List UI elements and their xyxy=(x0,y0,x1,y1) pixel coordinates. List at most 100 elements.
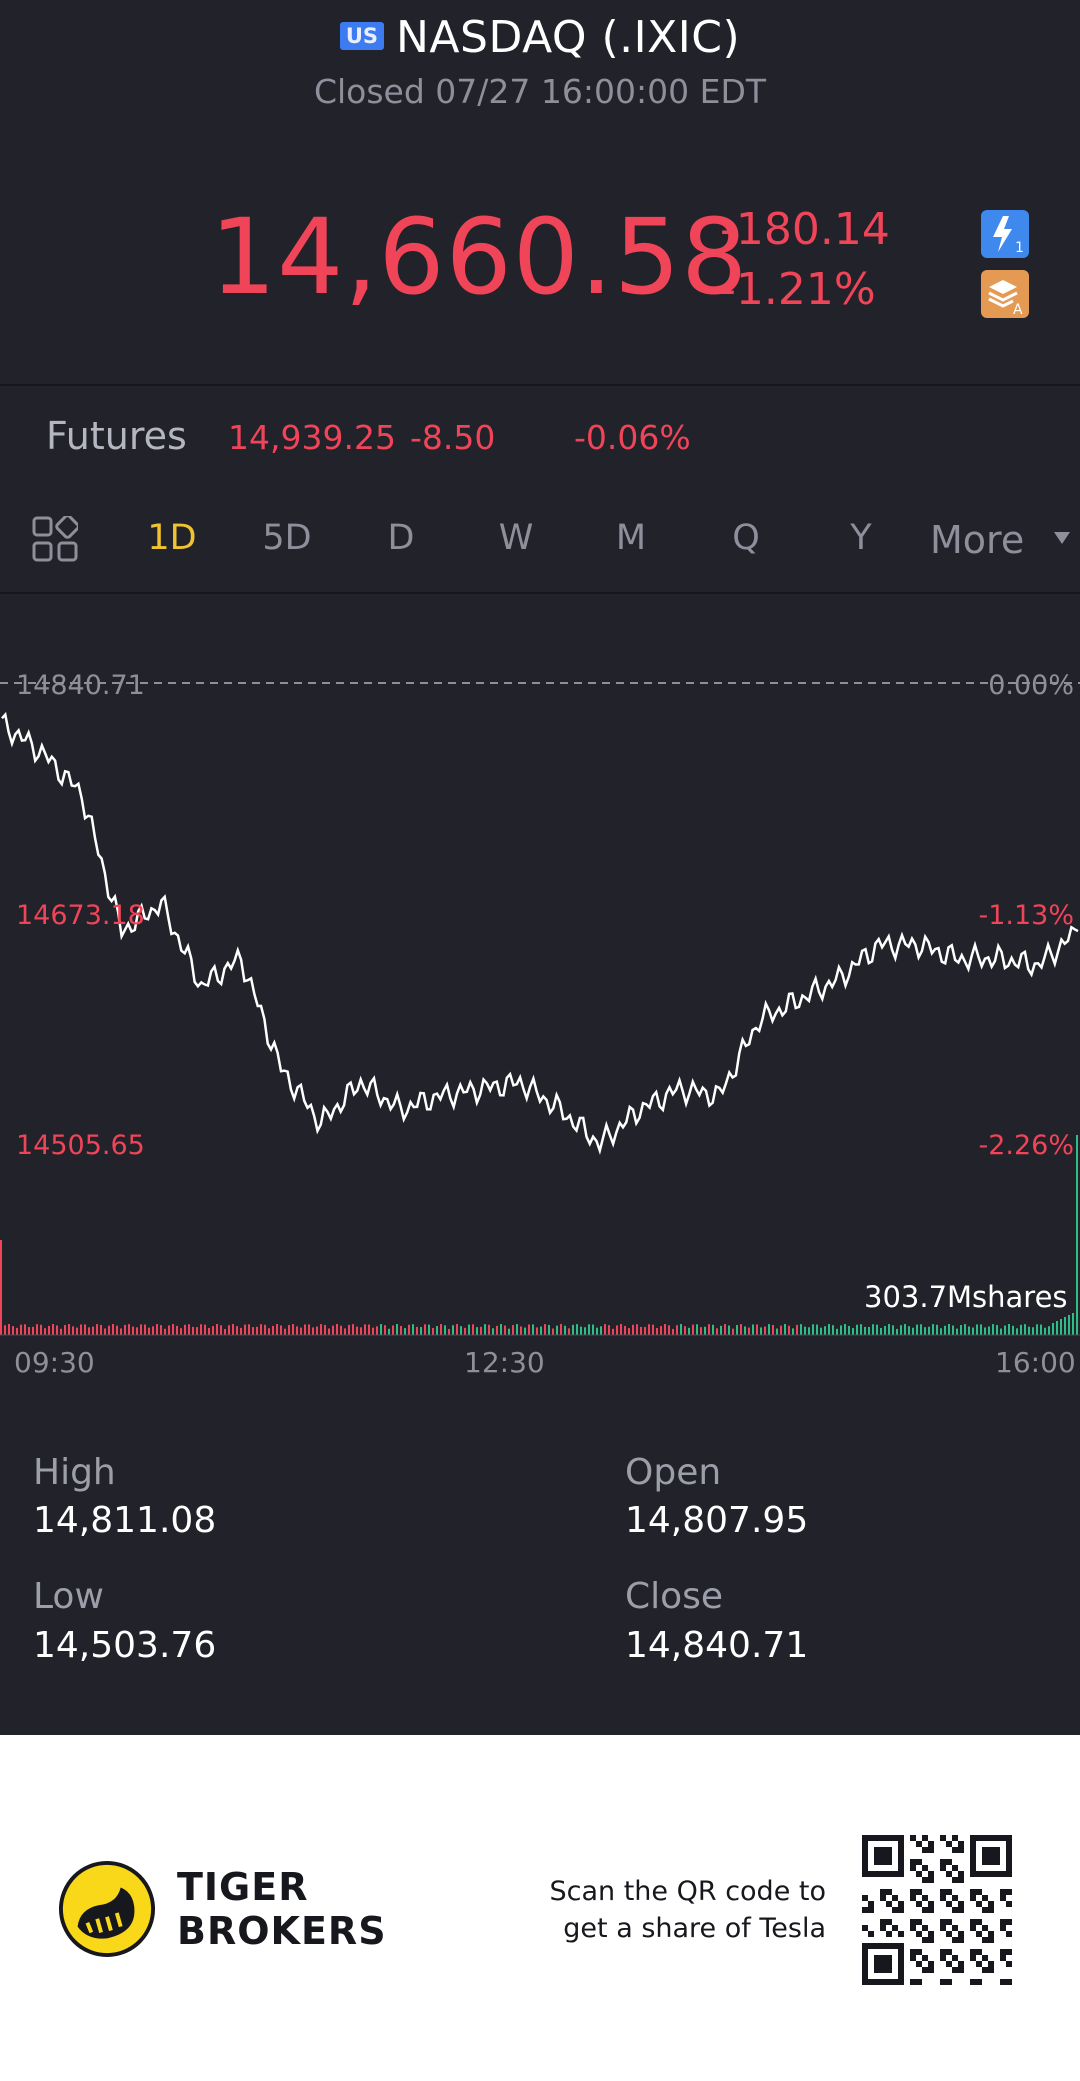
tab-y[interactable]: Y xyxy=(850,518,872,558)
qr-module xyxy=(982,1955,988,1961)
layout-grid-icon[interactable] xyxy=(32,516,78,562)
qr-finder-module xyxy=(874,1955,892,1973)
qr-module xyxy=(970,1979,976,1985)
tab-m[interactable]: M xyxy=(615,518,647,558)
volume-bar xyxy=(624,1325,626,1335)
intraday-chart[interactable] xyxy=(0,600,1080,1380)
volume-bar xyxy=(172,1324,174,1335)
volume-bar xyxy=(784,1324,786,1335)
volume-bar xyxy=(608,1325,610,1335)
qr-module xyxy=(862,1895,868,1901)
qr-module xyxy=(880,1889,886,1895)
tab-5d[interactable]: 5D xyxy=(262,518,312,558)
volume-bar xyxy=(112,1324,114,1335)
volume-bar xyxy=(1020,1324,1022,1335)
qr-module xyxy=(952,1907,958,1913)
tab-1d[interactable]: 1D xyxy=(147,518,197,558)
volume-bar xyxy=(120,1328,122,1335)
volume-bar xyxy=(1056,1321,1058,1335)
qr-module xyxy=(910,1835,916,1841)
volume-bar xyxy=(440,1324,442,1335)
volume-bar xyxy=(568,1328,570,1335)
y-label-top: 14840.71 xyxy=(16,670,145,701)
qr-module xyxy=(1000,1919,1006,1925)
volume-bar xyxy=(476,1327,478,1335)
stack-badge-icon[interactable]: A xyxy=(981,270,1029,318)
volume-bar xyxy=(228,1325,230,1335)
tab-q[interactable]: Q xyxy=(732,518,760,558)
qr-module xyxy=(922,1877,928,1883)
qr-module xyxy=(970,1889,976,1895)
qr-module xyxy=(928,1847,934,1853)
volume-bar xyxy=(592,1324,594,1335)
volume-bar xyxy=(508,1328,510,1335)
qr-module xyxy=(1006,1979,1012,1985)
low-label: Low xyxy=(33,1576,104,1617)
volume-bar xyxy=(204,1324,206,1335)
qr-module xyxy=(952,1877,958,1883)
volume-bar xyxy=(588,1324,590,1335)
volume-bar xyxy=(448,1328,450,1335)
volume-bar xyxy=(948,1324,950,1335)
qr-module xyxy=(988,1931,994,1937)
volume-bar xyxy=(844,1324,846,1335)
last-price: 14,660.58 xyxy=(210,196,749,318)
volume-bar xyxy=(864,1326,866,1335)
volume-bar xyxy=(740,1324,742,1335)
volume-bar xyxy=(656,1327,658,1335)
volume-bar xyxy=(504,1325,506,1335)
volume-bar xyxy=(612,1328,614,1335)
share-footer: TIGER BROKERS Scan the QR code to get a … xyxy=(0,1735,1080,2081)
tab-d[interactable]: D xyxy=(387,518,415,558)
svg-text:1: 1 xyxy=(1015,240,1024,256)
price-change-percent: -1.21% xyxy=(720,264,876,315)
qr-module xyxy=(976,1889,982,1895)
qr-module xyxy=(922,1967,928,1973)
volume-bar xyxy=(68,1324,70,1335)
qr-module xyxy=(940,1925,946,1931)
qr-module xyxy=(868,1901,874,1907)
volume-bar xyxy=(460,1326,462,1335)
volume-bar xyxy=(356,1326,358,1335)
qr-code-icon[interactable] xyxy=(862,1835,1012,1985)
qr-module xyxy=(922,1925,928,1931)
volume-bar xyxy=(788,1325,790,1335)
lightning-badge-icon[interactable]: 1 xyxy=(981,210,1029,258)
qr-module xyxy=(946,1949,952,1955)
volume-bar xyxy=(216,1324,218,1335)
futures-label[interactable]: Futures xyxy=(46,414,187,458)
volume-bar xyxy=(700,1327,702,1335)
qr-module xyxy=(868,1907,874,1913)
qr-module xyxy=(1006,1889,1012,1895)
page-title: US NASDAQ (.IXIC) xyxy=(0,12,1080,63)
volume-bar xyxy=(96,1324,98,1335)
qr-module xyxy=(916,1901,922,1907)
volume-bar xyxy=(860,1324,862,1335)
volume-bar xyxy=(416,1326,418,1335)
volume-bar xyxy=(972,1327,974,1335)
qr-module xyxy=(958,1841,964,1847)
qr-module xyxy=(958,1871,964,1877)
qr-module xyxy=(958,1901,964,1907)
qr-module xyxy=(1000,1979,1006,1985)
qr-module xyxy=(970,1919,976,1925)
volume-bar xyxy=(760,1327,762,1335)
volume-bar xyxy=(488,1324,490,1335)
tab-w[interactable]: W xyxy=(498,518,534,558)
volume-bar xyxy=(1000,1328,1002,1335)
volume-bar xyxy=(540,1326,542,1335)
brand-name: TIGER BROKERS xyxy=(177,1865,387,1953)
volume-bar xyxy=(48,1325,50,1335)
volume-bar xyxy=(264,1324,266,1335)
qr-module xyxy=(940,1889,946,1895)
volume-bar xyxy=(896,1328,898,1335)
volume-bar xyxy=(520,1326,522,1335)
qr-module xyxy=(922,1955,928,1961)
volume-bar xyxy=(984,1327,986,1335)
tab-more[interactable]: More xyxy=(930,518,1025,562)
x-label-open: 09:30 xyxy=(14,1346,95,1379)
volume-bar xyxy=(812,1324,814,1335)
volume-bar xyxy=(720,1325,722,1335)
volume-bar xyxy=(868,1326,870,1335)
chevron-down-icon[interactable] xyxy=(1054,532,1070,544)
